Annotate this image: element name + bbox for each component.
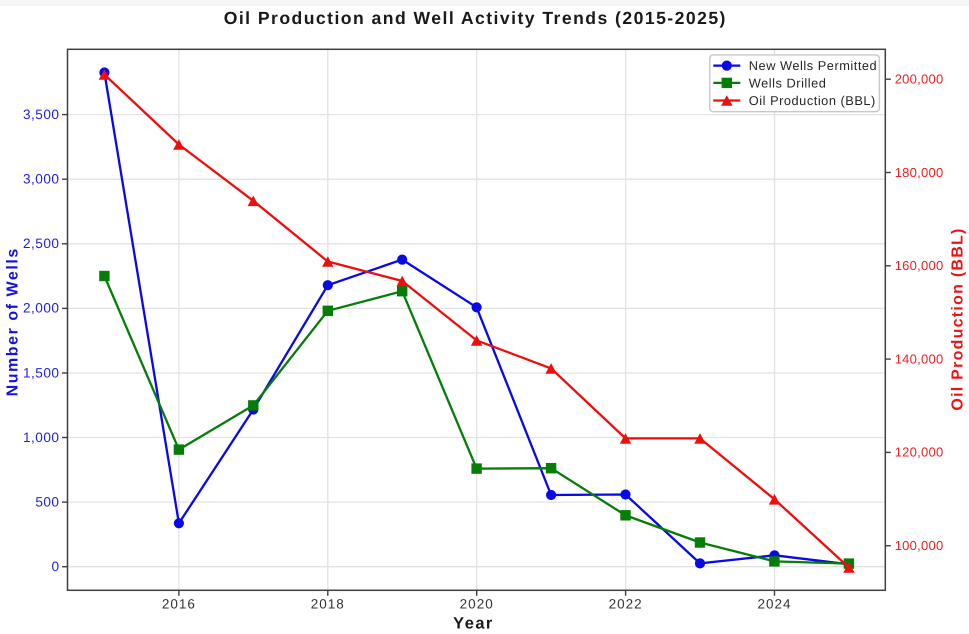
svg-text:3,500: 3,500 (23, 107, 60, 122)
svg-text:500: 500 (35, 494, 59, 509)
svg-text:160,000: 160,000 (895, 258, 944, 273)
svg-text:Oil Production (BBL): Oil Production (BBL) (749, 93, 876, 108)
svg-text:2,500: 2,500 (23, 236, 60, 251)
svg-text:New Wells Permitted: New Wells Permitted (749, 58, 877, 73)
svg-text:1,000: 1,000 (23, 430, 60, 445)
svg-text:140,000: 140,000 (895, 351, 944, 366)
svg-text:2018: 2018 (311, 596, 345, 611)
svg-text:Oil Production and Well Activi: Oil Production and Well Activity Trends … (224, 8, 727, 28)
svg-text:2016: 2016 (162, 596, 196, 611)
svg-text:2022: 2022 (609, 596, 643, 611)
svg-text:200,000: 200,000 (895, 72, 944, 87)
svg-text:180,000: 180,000 (895, 165, 944, 180)
svg-text:0: 0 (51, 559, 59, 574)
svg-text:Wells Drilled: Wells Drilled (749, 75, 827, 90)
svg-text:2020: 2020 (460, 596, 494, 611)
svg-text:120,000: 120,000 (895, 445, 944, 460)
svg-text:1,500: 1,500 (23, 365, 60, 380)
svg-text:Oil Production (BBL): Oil Production (BBL) (949, 227, 966, 410)
svg-text:2024: 2024 (757, 596, 791, 611)
svg-text:100,000: 100,000 (895, 538, 944, 553)
svg-text:Year: Year (453, 615, 494, 633)
svg-text:Number of Wells: Number of Wells (5, 247, 22, 396)
svg-text:3,000: 3,000 (23, 172, 60, 187)
svg-text:2,000: 2,000 (23, 301, 60, 316)
